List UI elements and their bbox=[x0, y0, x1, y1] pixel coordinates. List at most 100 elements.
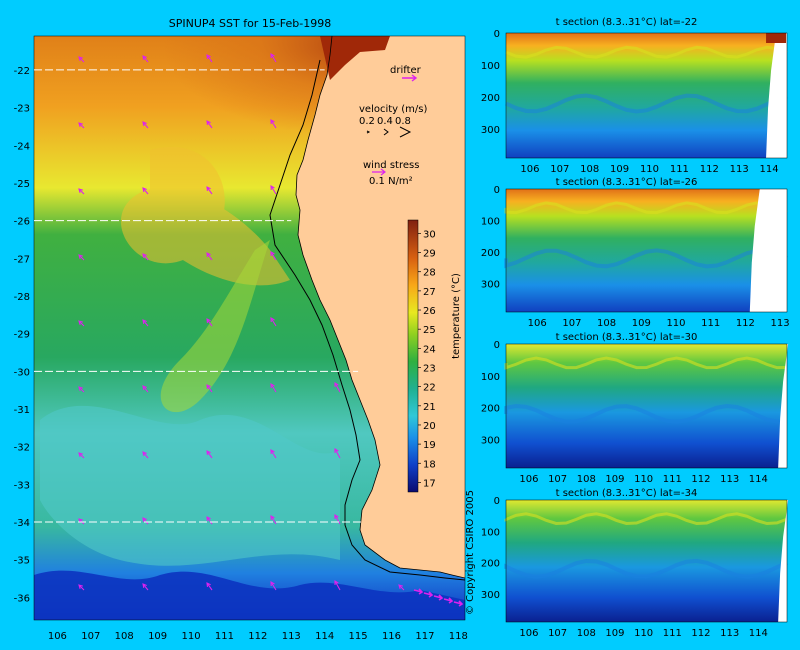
section-land bbox=[749, 189, 787, 312]
velocity-vector bbox=[270, 185, 277, 195]
section-x-tick-114: 114 bbox=[760, 164, 779, 175]
section-x-tick-107: 107 bbox=[562, 318, 581, 329]
map-x-tick-116: 116 bbox=[382, 631, 401, 642]
section-y-tick-0: 0 bbox=[494, 185, 500, 196]
map-legend: drifter velocity (m/s) 0.2 0.4 0.8 wind … bbox=[359, 65, 427, 187]
colorbar-tick-22: 22 bbox=[423, 383, 436, 394]
colorbar: 17 18 19 20 21 22 23 24 25 26 27 28 29 30 temperature… bbox=[407, 219, 462, 493]
section-x-tick-107: 107 bbox=[548, 474, 567, 485]
drifter-marker bbox=[453, 600, 464, 607]
map-y-tick--35: -35 bbox=[14, 556, 30, 567]
section-x-tick-109: 109 bbox=[632, 318, 651, 329]
velocity-vector bbox=[206, 318, 213, 327]
velocity-vector bbox=[142, 187, 149, 195]
velocity-vector bbox=[206, 384, 213, 393]
map-x-tick-labels: 106 107 108 109 110 111 112 113 114 115 116 117 118 bbox=[48, 631, 468, 642]
colorbar-tick-19: 19 bbox=[423, 440, 436, 451]
velocity-vector bbox=[270, 581, 277, 591]
section-title-3: t section (8.3..31°C) lat=-30 bbox=[556, 332, 698, 343]
velocity-vector bbox=[334, 513, 341, 525]
map-x-tick-117: 117 bbox=[415, 631, 434, 642]
map-x-tick-115: 115 bbox=[349, 631, 368, 642]
section-x-tick-112: 112 bbox=[700, 164, 719, 175]
map-y-tick--24: -24 bbox=[14, 141, 30, 152]
section-x-tick-111: 111 bbox=[663, 628, 682, 639]
section-isotherm bbox=[505, 45, 788, 59]
map-x-tick-112: 112 bbox=[248, 631, 267, 642]
drifter-marker bbox=[443, 597, 454, 604]
section-x-tick-109: 109 bbox=[605, 474, 624, 485]
colorbar-tick-27: 27 bbox=[423, 287, 436, 298]
velocity-vector bbox=[206, 582, 213, 591]
velocity-vector bbox=[142, 121, 149, 129]
section-x-tick-109: 109 bbox=[605, 628, 624, 639]
section-x-tick-111: 111 bbox=[670, 164, 689, 175]
velocity-vector bbox=[334, 381, 341, 393]
colorbar-tick-26: 26 bbox=[423, 306, 436, 317]
velocity-vector bbox=[142, 451, 149, 459]
section-x-tick-110: 110 bbox=[666, 318, 685, 329]
velocity-vector bbox=[142, 253, 149, 261]
section-y-tick-100: 100 bbox=[481, 217, 500, 228]
section-x-tick-110: 110 bbox=[634, 474, 653, 485]
velocity-scale-1: 0.4 bbox=[377, 116, 393, 127]
section-x-tick-110: 110 bbox=[634, 628, 653, 639]
velocity-vector bbox=[206, 252, 213, 261]
land-mass bbox=[296, 36, 465, 578]
section-x-tick-108: 108 bbox=[597, 318, 616, 329]
wind-stress-scale: 0.1 N/m² bbox=[369, 176, 413, 187]
velocity-vector bbox=[270, 515, 277, 525]
colorbar-tick-25: 25 bbox=[423, 325, 436, 336]
map-y-tick--31: -31 bbox=[14, 405, 30, 416]
section-x-tick-114: 114 bbox=[749, 474, 768, 485]
velocity-scale-2: 0.8 bbox=[395, 116, 411, 127]
section-field bbox=[506, 344, 787, 468]
colorbar-tick-20: 20 bbox=[423, 421, 436, 432]
velocity-label: velocity (m/s) bbox=[359, 104, 427, 115]
section-x-tick-108: 108 bbox=[577, 628, 596, 639]
colorbar-tick-29: 29 bbox=[423, 249, 436, 260]
map-y-tick--27: -27 bbox=[14, 254, 30, 265]
coastline bbox=[295, 36, 465, 579]
section-panel-3: t section (8.3..31°C) lat=-30 106 107 108 10… bbox=[481, 332, 789, 485]
section-isotherm bbox=[505, 93, 788, 114]
map-y-tick--23: -23 bbox=[14, 104, 30, 115]
section-x-tick-110: 110 bbox=[640, 164, 659, 175]
sst-map-panel: SPINUP4 SST for 15-Feb-1998 106 107 108 109… bbox=[14, 17, 476, 642]
section-x-tick-113: 113 bbox=[720, 474, 739, 485]
section-panel-1: t section (8.3..31°C) lat=-22 106 107 108 10… bbox=[481, 17, 788, 175]
copyright-text: © Copyright CSIRO 2005 bbox=[465, 490, 476, 615]
section-x-tick-106: 106 bbox=[519, 474, 538, 485]
drifter-label: drifter bbox=[390, 65, 422, 76]
section-y-tick-300: 300 bbox=[481, 590, 500, 601]
map-title: SPINUP4 SST for 15-Feb-1998 bbox=[169, 17, 331, 30]
velocity-scale-arrows-icon bbox=[366, 126, 412, 138]
section-x-tick-109: 109 bbox=[610, 164, 629, 175]
section-x-tick-106: 106 bbox=[519, 628, 538, 639]
drifter-marker bbox=[423, 591, 434, 598]
velocity-scale-0: 0.2 bbox=[359, 116, 375, 127]
section-y-tick-200: 200 bbox=[481, 404, 500, 415]
velocity-vector bbox=[270, 53, 277, 63]
velocity-vector bbox=[270, 317, 277, 327]
velocity-vector bbox=[206, 516, 213, 525]
leeuwin-current-filament bbox=[160, 240, 270, 413]
velocity-vector bbox=[78, 452, 85, 459]
section-land bbox=[766, 33, 787, 158]
velocity-vectors bbox=[78, 53, 464, 607]
section-isotherm bbox=[504, 558, 788, 579]
velocity-vector bbox=[270, 119, 277, 129]
section-y-tick-200: 200 bbox=[481, 248, 500, 259]
velocity-vector bbox=[78, 56, 85, 63]
map-y-tick-labels: -22 -23 -24 -25 -26 -27 -28 -29 -30 -31 -32 -33 -34 -… bbox=[14, 66, 30, 604]
section-y-tick-0: 0 bbox=[494, 340, 500, 351]
colorbar-tick-23: 23 bbox=[423, 363, 436, 374]
section-frame bbox=[505, 343, 788, 469]
section-y-tick-300: 300 bbox=[481, 280, 500, 291]
section-isotherm bbox=[504, 201, 788, 215]
velocity-vector bbox=[142, 583, 149, 591]
velocity-vector bbox=[78, 320, 85, 327]
section-title-2: t section (8.3..31°C) lat=-26 bbox=[556, 177, 698, 188]
velocity-vector bbox=[270, 449, 277, 459]
section-frame bbox=[505, 32, 788, 159]
